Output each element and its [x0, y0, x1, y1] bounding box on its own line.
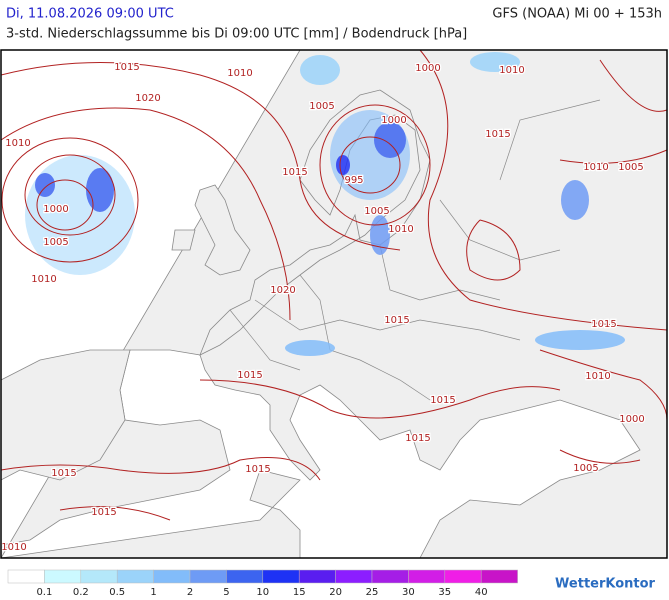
- legend-label: 35: [438, 587, 451, 598]
- isobar-label: 1020: [135, 93, 160, 104]
- legend-label: 1: [150, 587, 156, 598]
- legend-swatch: [44, 569, 82, 584]
- legend-swatch: [226, 569, 264, 584]
- isobar-label: 1015: [430, 395, 455, 406]
- legend-label: 0.1: [36, 587, 52, 598]
- isobar-label: 1015: [591, 319, 616, 330]
- legend-label: 2: [187, 587, 193, 598]
- isobar-label: 1015: [114, 62, 139, 73]
- source: GFS (NOAA) Mi 00 + 153h: [492, 7, 662, 22]
- isobar-label: 1010: [499, 65, 524, 76]
- isobar-label: 1015: [237, 370, 262, 381]
- isobar-label: 1005: [573, 463, 598, 474]
- legend-swatch: [80, 569, 118, 584]
- isobar-label: 995: [344, 175, 363, 186]
- legend-label: 20: [329, 587, 342, 598]
- isobar-label: 1005: [618, 162, 643, 173]
- subtitle: 3-std. Niederschlagssumme bis Di 09:00 U…: [6, 27, 467, 42]
- legend-swatch: [153, 569, 191, 584]
- isobar-label: 1020: [270, 285, 295, 296]
- legend-label: 25: [366, 587, 379, 598]
- isobar-label: 1015: [91, 507, 116, 518]
- map-frame: [0, 49, 668, 559]
- country-borders: [229, 99, 601, 401]
- isobar-label: 1010: [583, 162, 608, 173]
- legend-label: 40: [475, 587, 488, 598]
- isobar-label: 1000: [43, 204, 68, 215]
- legend-label: 10: [256, 587, 269, 598]
- isobar-label: 1010: [388, 224, 413, 235]
- logo: WetterKontor: [555, 577, 656, 592]
- land: [199, 89, 431, 356]
- isobar-label: 1010: [5, 138, 30, 149]
- legend-label: 15: [293, 587, 306, 598]
- legend-swatch: [371, 569, 409, 584]
- isobar-label: 1000: [381, 115, 406, 126]
- land: [0, 349, 131, 481]
- isobar-label: 1015: [485, 129, 510, 140]
- legend-swatch: [262, 569, 300, 584]
- isobar-label: 1005: [43, 237, 68, 248]
- legend-label: 0.5: [109, 587, 125, 598]
- isobar-label: 1015: [384, 315, 409, 326]
- legend-swatch: [189, 569, 227, 584]
- legend-label: 30: [402, 587, 415, 598]
- isobar-label: 1015: [405, 433, 430, 444]
- isobar-label: 1015: [245, 464, 270, 475]
- legend-swatch: [444, 569, 482, 584]
- isobar-label: 1010: [31, 274, 56, 285]
- legend-swatch: [408, 569, 446, 584]
- title: Di, 11.08.2026 09:00 UTC: [6, 7, 174, 22]
- precipitation: [25, 52, 625, 356]
- isobar-label: 1015: [282, 167, 307, 178]
- isobar-label: 1005: [309, 101, 334, 112]
- isobar-label: 1015: [51, 468, 76, 479]
- isobar-label: 1000: [415, 63, 440, 74]
- isobar-labels: 1015 1010 1000 1010 1020 1005 1000 1015 1010 1010…: [0, 61, 646, 555]
- legend-swatch: [335, 569, 373, 584]
- legend: 0.1 0.2 0.5 1 2 5 10 15 20 25 30 35 40: [7, 569, 518, 598]
- legend-swatch: [298, 569, 336, 584]
- land: [171, 184, 251, 276]
- isobar-label: 1010: [1, 542, 26, 553]
- legend-swatch: [116, 569, 154, 584]
- isobar-label: 1010: [585, 371, 610, 382]
- map-area: 1015 1010 1000 1010 1020 1005 1000 1015 1010 1010…: [0, 49, 668, 559]
- legend-label: 0.2: [73, 587, 89, 598]
- legend-swatch: [480, 569, 518, 584]
- legend-swatch: [7, 569, 45, 584]
- legend-label: 5: [223, 587, 229, 598]
- isobar-label: 1000: [619, 414, 644, 425]
- isobar-label: 1005: [364, 206, 389, 217]
- isobar-label: 1010: [227, 68, 252, 79]
- isobars: [0, 49, 668, 521]
